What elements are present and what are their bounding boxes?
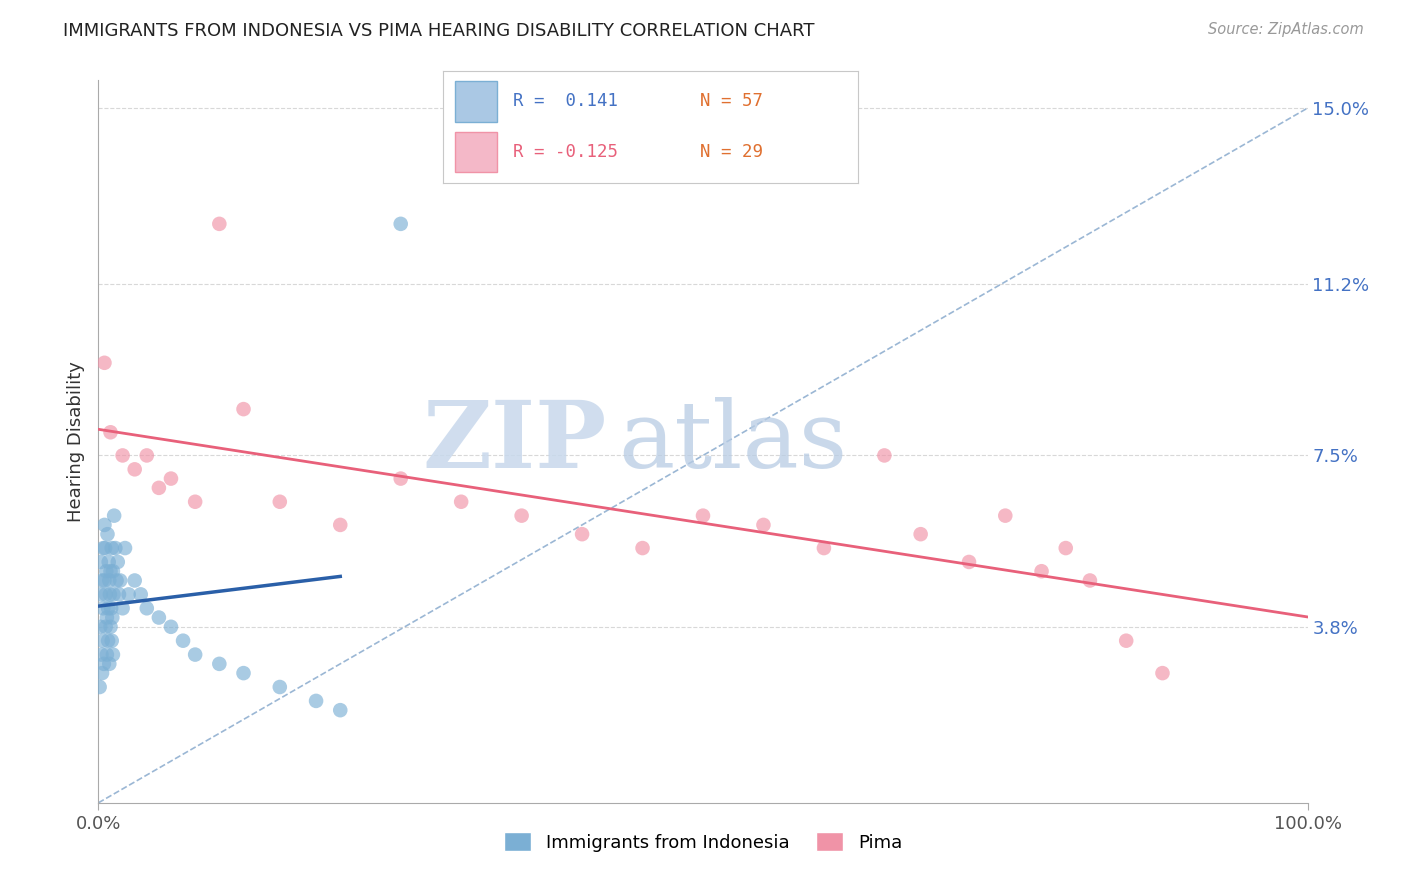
Point: [97, 555, 120, 569]
Point: [135, 601, 157, 615]
Point: [101, 648, 124, 662]
Point: [389, 217, 412, 231]
Point: [90, 555, 112, 569]
Point: [101, 564, 124, 578]
Point: [100, 425, 122, 440]
Point: [90, 648, 112, 662]
Point: [91, 633, 114, 648]
Point: [329, 703, 352, 717]
Point: [93, 517, 115, 532]
Point: [100, 633, 122, 648]
Text: Source: ZipAtlas.com: Source: ZipAtlas.com: [1208, 22, 1364, 37]
Point: [1152, 666, 1174, 681]
Point: [172, 633, 194, 648]
Point: [232, 666, 254, 681]
Point: [208, 657, 231, 671]
Point: [98, 574, 121, 588]
Point: [89, 680, 111, 694]
Point: [813, 541, 835, 555]
Point: [100, 541, 122, 555]
Point: [389, 472, 412, 486]
Point: [100, 601, 122, 615]
Point: [1031, 564, 1053, 578]
Point: [160, 472, 183, 486]
Text: IMMIGRANTS FROM INDONESIA VS PIMA HEARING DISABILITY CORRELATION CHART: IMMIGRANTS FROM INDONESIA VS PIMA HEARIN…: [63, 22, 814, 40]
Point: [96, 648, 118, 662]
Point: [118, 587, 141, 601]
Point: [97, 633, 120, 648]
Point: [752, 517, 775, 532]
Point: [692, 508, 714, 523]
Point: [108, 587, 131, 601]
Point: [101, 610, 124, 624]
Point: [91, 574, 114, 588]
Point: [631, 541, 654, 555]
Point: [91, 601, 114, 615]
Point: [96, 564, 118, 578]
Point: [93, 356, 115, 370]
Text: N = 29: N = 29: [700, 143, 763, 161]
Point: [450, 494, 472, 508]
Point: [305, 694, 328, 708]
Point: [100, 564, 122, 578]
Point: [100, 620, 122, 634]
Point: [103, 587, 125, 601]
Point: [94, 541, 117, 555]
Point: [91, 666, 114, 681]
Point: [96, 527, 118, 541]
Text: R =  0.141: R = 0.141: [513, 93, 619, 111]
Point: [994, 508, 1017, 523]
Point: [107, 555, 129, 569]
Point: [104, 541, 127, 555]
Point: [97, 601, 120, 615]
Point: [135, 449, 157, 463]
Point: [124, 574, 146, 588]
Point: [873, 449, 896, 463]
Text: R = -0.125: R = -0.125: [513, 143, 619, 161]
Point: [105, 574, 128, 588]
Point: [1054, 541, 1077, 555]
Point: [160, 620, 183, 634]
Text: N = 57: N = 57: [700, 93, 763, 111]
Legend: Immigrants from Indonesia, Pima: Immigrants from Indonesia, Pima: [496, 825, 910, 859]
FancyBboxPatch shape: [456, 81, 496, 121]
Point: [124, 462, 146, 476]
Point: [98, 587, 121, 601]
Point: [329, 517, 352, 532]
Text: ZIP: ZIP: [422, 397, 606, 486]
Point: [103, 508, 125, 523]
FancyBboxPatch shape: [456, 132, 496, 171]
Point: [1078, 574, 1101, 588]
Point: [184, 648, 207, 662]
Point: [129, 587, 152, 601]
Point: [1115, 633, 1137, 648]
Point: [114, 541, 136, 555]
Point: [89, 620, 111, 634]
Point: [111, 601, 134, 615]
Point: [91, 541, 114, 555]
Point: [910, 527, 932, 541]
Point: [148, 481, 170, 495]
Point: [269, 494, 291, 508]
Point: [94, 587, 117, 601]
Point: [96, 610, 118, 624]
Point: [269, 680, 291, 694]
Point: [90, 587, 112, 601]
Point: [94, 620, 117, 634]
Point: [111, 449, 134, 463]
Point: [184, 494, 207, 508]
Point: [148, 610, 170, 624]
Point: [108, 574, 131, 588]
Point: [957, 555, 980, 569]
Point: [93, 574, 115, 588]
Y-axis label: Hearing Disability: Hearing Disability: [66, 361, 84, 522]
Point: [98, 657, 121, 671]
Point: [93, 657, 115, 671]
Text: atlas: atlas: [619, 397, 848, 486]
Point: [510, 508, 533, 523]
Point: [232, 402, 254, 417]
Point: [208, 217, 231, 231]
Point: [571, 527, 593, 541]
